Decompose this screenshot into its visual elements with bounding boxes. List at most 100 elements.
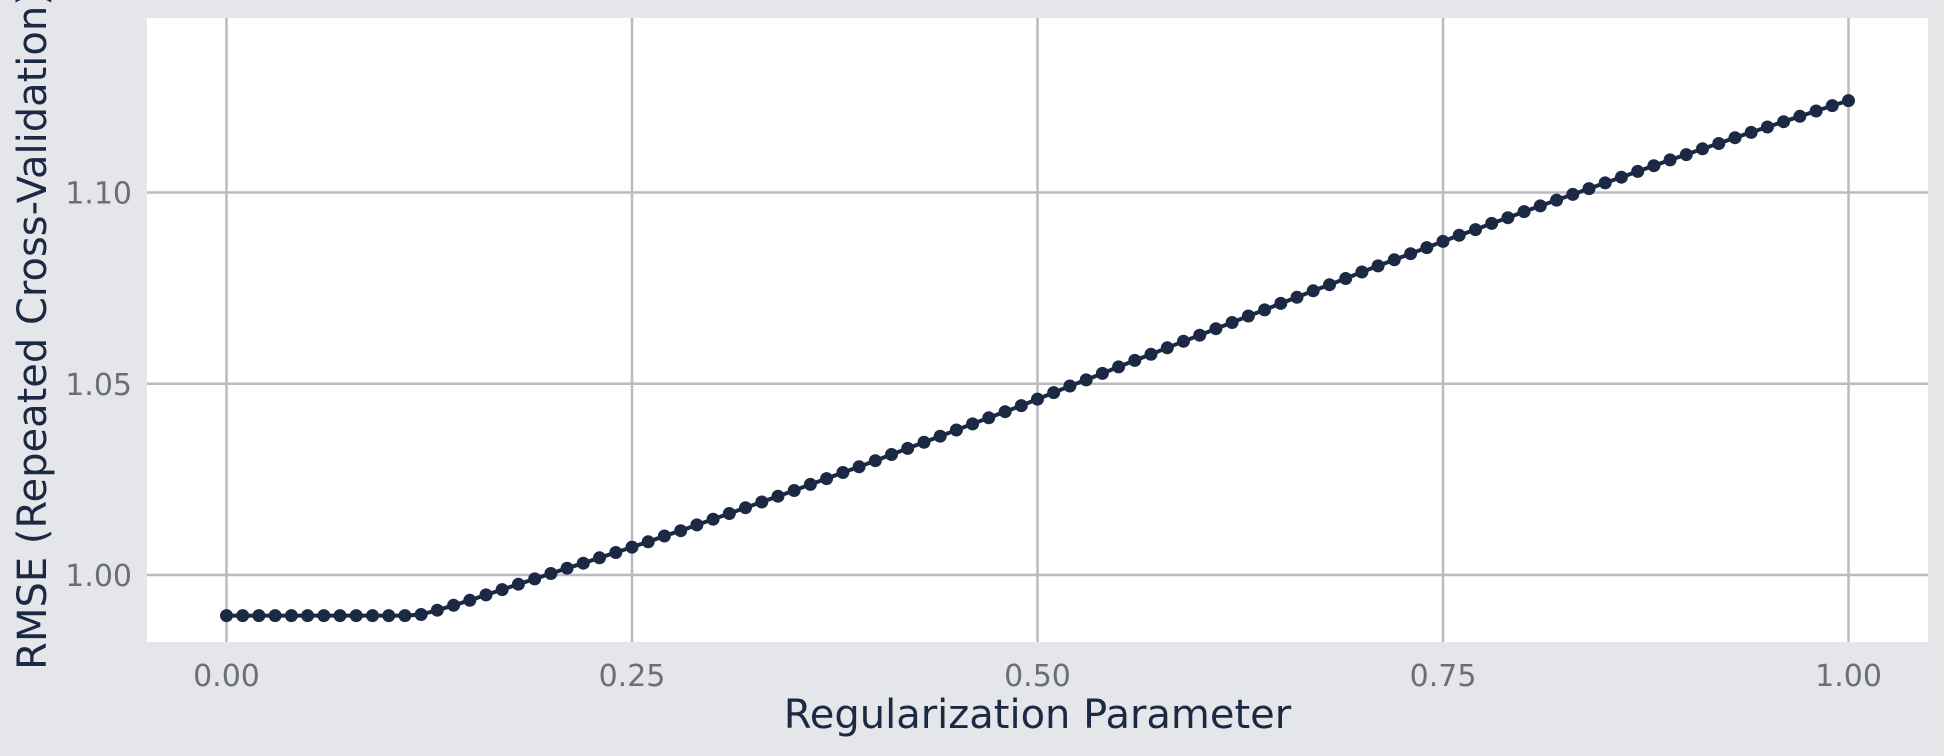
x-tick-label: 0.25 bbox=[599, 659, 666, 694]
data-point bbox=[1452, 228, 1466, 242]
data-point bbox=[1760, 120, 1774, 134]
data-point bbox=[609, 546, 623, 559]
data-point bbox=[836, 466, 850, 479]
data-point bbox=[236, 609, 250, 623]
data-point bbox=[1404, 247, 1418, 261]
data-point bbox=[593, 551, 606, 565]
data-point bbox=[755, 495, 769, 509]
data-point bbox=[479, 588, 493, 602]
data-point bbox=[739, 501, 752, 515]
x-axis-ticks: 0.00 0.25 0.50 0.75 1.00 bbox=[193, 659, 1882, 694]
data-point bbox=[301, 609, 315, 623]
data-point bbox=[885, 448, 898, 461]
y-axis-title: RMSE (Repeated Cross-Validation) bbox=[10, 0, 56, 670]
data-point bbox=[1014, 399, 1028, 413]
data-point bbox=[366, 609, 379, 623]
data-point bbox=[657, 529, 671, 543]
data-point bbox=[1712, 137, 1726, 150]
data-point bbox=[1501, 211, 1515, 225]
data-point bbox=[1371, 259, 1385, 273]
data-point bbox=[1777, 115, 1791, 129]
data-point bbox=[1339, 272, 1353, 285]
y-tick-label: 1.05 bbox=[65, 368, 132, 403]
data-point bbox=[1063, 379, 1077, 393]
data-point bbox=[868, 454, 882, 468]
data-point bbox=[1566, 187, 1580, 201]
data-point bbox=[1193, 328, 1207, 342]
data-point bbox=[1160, 341, 1174, 355]
data-point bbox=[1241, 309, 1255, 323]
data-point bbox=[1809, 104, 1823, 118]
data-point bbox=[1128, 353, 1142, 367]
data-point bbox=[1679, 148, 1693, 162]
data-point bbox=[576, 556, 590, 570]
data-point bbox=[949, 423, 963, 437]
data-point bbox=[674, 524, 688, 538]
data-point bbox=[495, 583, 509, 597]
data-point bbox=[1485, 216, 1499, 230]
data-point bbox=[1663, 153, 1677, 167]
data-point bbox=[220, 609, 233, 623]
data-point bbox=[787, 484, 801, 497]
data-point bbox=[1225, 316, 1239, 329]
data-point bbox=[1469, 223, 1482, 237]
data-point bbox=[1614, 170, 1628, 184]
data-point bbox=[1436, 234, 1450, 248]
data-point bbox=[382, 609, 396, 623]
data-point bbox=[641, 535, 655, 549]
data-point bbox=[1095, 366, 1109, 380]
data-point bbox=[1793, 109, 1807, 123]
data-point bbox=[1112, 360, 1126, 374]
data-point bbox=[511, 577, 525, 591]
data-point bbox=[1744, 125, 1758, 139]
x-axis-title: Regularization Parameter bbox=[784, 692, 1292, 738]
data-point bbox=[560, 561, 574, 575]
data-point bbox=[1842, 94, 1855, 108]
grid bbox=[147, 18, 1928, 642]
series bbox=[220, 94, 1855, 623]
y-axis-ticks: 1.00 1.05 1.10 bbox=[65, 176, 132, 594]
data-point bbox=[317, 609, 331, 623]
data-point bbox=[625, 540, 639, 554]
x-tick-label: 0.75 bbox=[1410, 659, 1477, 694]
data-point bbox=[982, 411, 996, 425]
data-point bbox=[1323, 278, 1336, 292]
data-point bbox=[1258, 303, 1272, 317]
data-point bbox=[398, 609, 412, 623]
data-point bbox=[1079, 373, 1093, 387]
y-tick-label: 1.00 bbox=[65, 559, 132, 594]
data-point bbox=[1047, 386, 1061, 400]
data-point bbox=[901, 441, 915, 455]
data-point bbox=[1728, 131, 1742, 145]
data-point bbox=[1696, 142, 1709, 156]
data-point bbox=[349, 609, 363, 623]
data-point bbox=[1387, 253, 1401, 267]
data-point bbox=[447, 598, 461, 612]
data-point bbox=[1306, 284, 1320, 298]
x-tick-label: 1.00 bbox=[1815, 659, 1882, 694]
data-point bbox=[1825, 99, 1839, 113]
data-point bbox=[284, 609, 298, 623]
data-point bbox=[1209, 322, 1223, 336]
data-point bbox=[1598, 176, 1612, 190]
data-point bbox=[333, 609, 347, 623]
data-point bbox=[722, 507, 736, 520]
data-point bbox=[690, 518, 704, 532]
data-point bbox=[544, 567, 558, 580]
data-point bbox=[1144, 347, 1158, 361]
data-point bbox=[252, 609, 266, 623]
data-point bbox=[268, 609, 282, 623]
data-point bbox=[1647, 159, 1661, 173]
data-point bbox=[820, 472, 834, 486]
data-point bbox=[852, 460, 866, 474]
data-point bbox=[1274, 296, 1288, 310]
data-point bbox=[1550, 193, 1564, 207]
data-point bbox=[430, 603, 444, 617]
y-tick-label: 1.10 bbox=[65, 176, 132, 211]
data-point bbox=[414, 608, 428, 621]
data-point bbox=[1355, 265, 1369, 279]
data-point bbox=[706, 512, 720, 526]
data-point bbox=[1031, 392, 1044, 406]
data-point bbox=[463, 593, 477, 607]
